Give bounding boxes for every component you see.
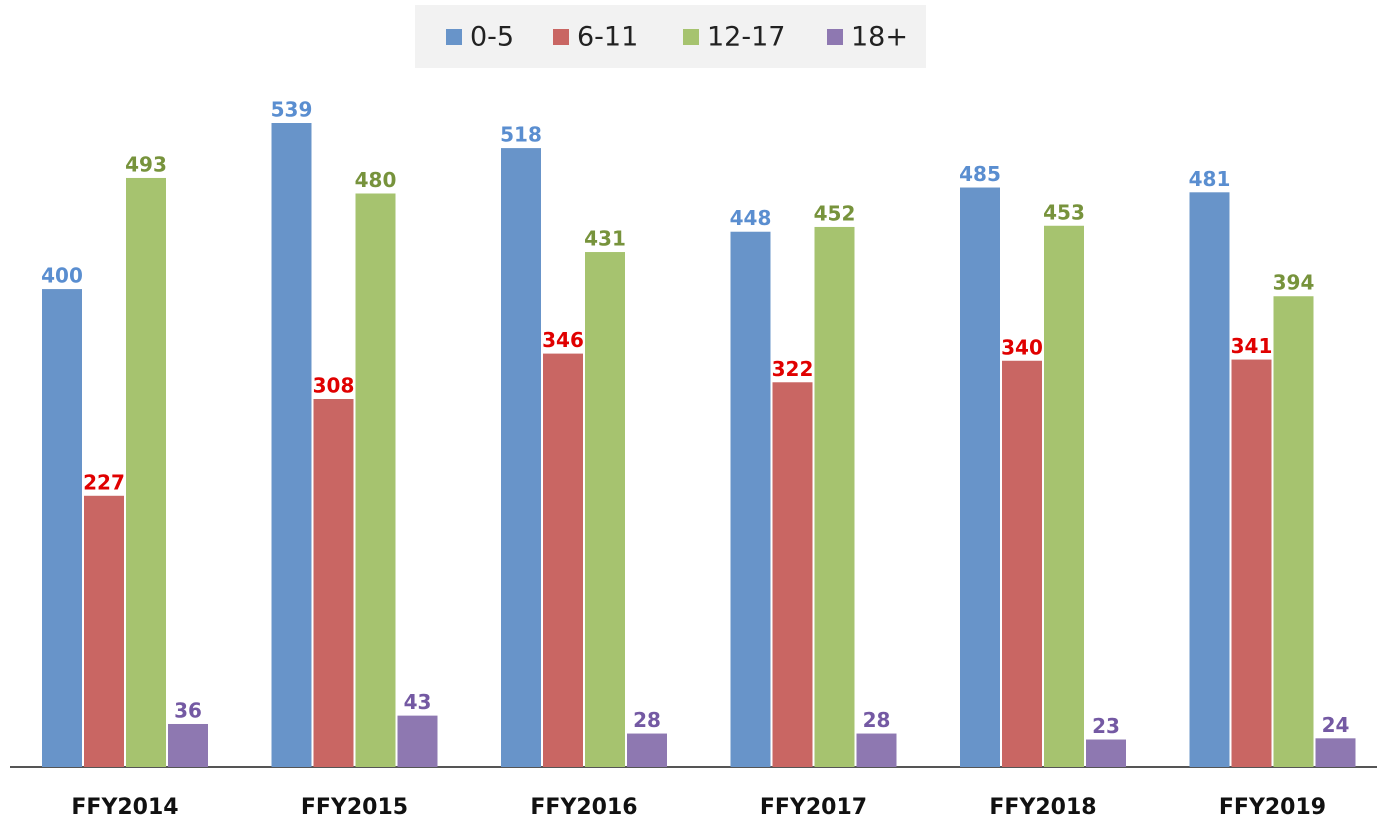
bar bbox=[627, 733, 667, 767]
value-label: 448 bbox=[730, 206, 772, 230]
legend-swatch bbox=[553, 29, 569, 45]
x-tick-label: FFY2017 bbox=[760, 795, 867, 820]
value-label: 400 bbox=[41, 264, 83, 288]
bar bbox=[585, 252, 625, 768]
bar bbox=[856, 733, 897, 767]
bar bbox=[84, 495, 124, 767]
value-label: 394 bbox=[1273, 271, 1315, 295]
bar bbox=[1273, 296, 1314, 767]
value-label: 539 bbox=[271, 98, 313, 122]
value-label: 346 bbox=[542, 328, 584, 352]
bar bbox=[960, 187, 1000, 768]
value-label: 452 bbox=[814, 201, 856, 225]
value-label: 28 bbox=[863, 708, 891, 732]
legend-swatch bbox=[683, 29, 699, 45]
value-label: 322 bbox=[772, 357, 814, 381]
bar bbox=[730, 231, 771, 767]
bar bbox=[313, 399, 354, 767]
bar bbox=[397, 715, 438, 767]
value-label: 227 bbox=[83, 470, 125, 494]
x-tick-label: FFY2019 bbox=[1219, 795, 1326, 820]
value-label: 23 bbox=[1092, 714, 1120, 738]
bar bbox=[543, 353, 583, 767]
bar bbox=[271, 123, 312, 767]
x-tick-label: FFY2014 bbox=[71, 795, 178, 820]
bar bbox=[42, 289, 82, 767]
value-label: 36 bbox=[174, 698, 202, 722]
x-tick-label: FFY2018 bbox=[989, 795, 1096, 820]
bar bbox=[1189, 192, 1230, 767]
value-label: 481 bbox=[1189, 167, 1231, 191]
bar bbox=[1044, 225, 1084, 768]
value-label: 341 bbox=[1231, 334, 1273, 358]
x-tick-label: FFY2016 bbox=[530, 795, 637, 820]
bar bbox=[355, 193, 396, 767]
value-label: 43 bbox=[404, 690, 432, 714]
bar bbox=[126, 177, 166, 767]
value-label: 28 bbox=[633, 708, 661, 732]
bar bbox=[814, 226, 855, 767]
bar bbox=[168, 723, 208, 767]
value-label: 485 bbox=[959, 162, 1001, 186]
bar bbox=[1086, 739, 1126, 767]
value-label: 493 bbox=[125, 152, 167, 176]
value-label: 518 bbox=[500, 123, 542, 147]
value-label: 480 bbox=[355, 168, 397, 192]
legend-swatch bbox=[446, 29, 462, 45]
legend-label: 0-5 bbox=[470, 22, 514, 53]
value-label: 340 bbox=[1001, 335, 1043, 359]
bar bbox=[1231, 359, 1272, 767]
value-label: 453 bbox=[1043, 200, 1085, 224]
bar bbox=[772, 382, 813, 767]
bar bbox=[501, 148, 541, 767]
legend-swatch bbox=[827, 29, 843, 45]
bar bbox=[1002, 360, 1042, 767]
value-label: 431 bbox=[584, 227, 626, 251]
value-label: 24 bbox=[1322, 713, 1350, 737]
x-tick-label: FFY2015 bbox=[301, 795, 408, 820]
bar bbox=[1315, 738, 1356, 767]
legend-label: 6-11 bbox=[577, 22, 638, 53]
legend-label: 18+ bbox=[851, 22, 908, 53]
value-label: 308 bbox=[313, 374, 355, 398]
legend-label: 12-17 bbox=[707, 22, 785, 53]
